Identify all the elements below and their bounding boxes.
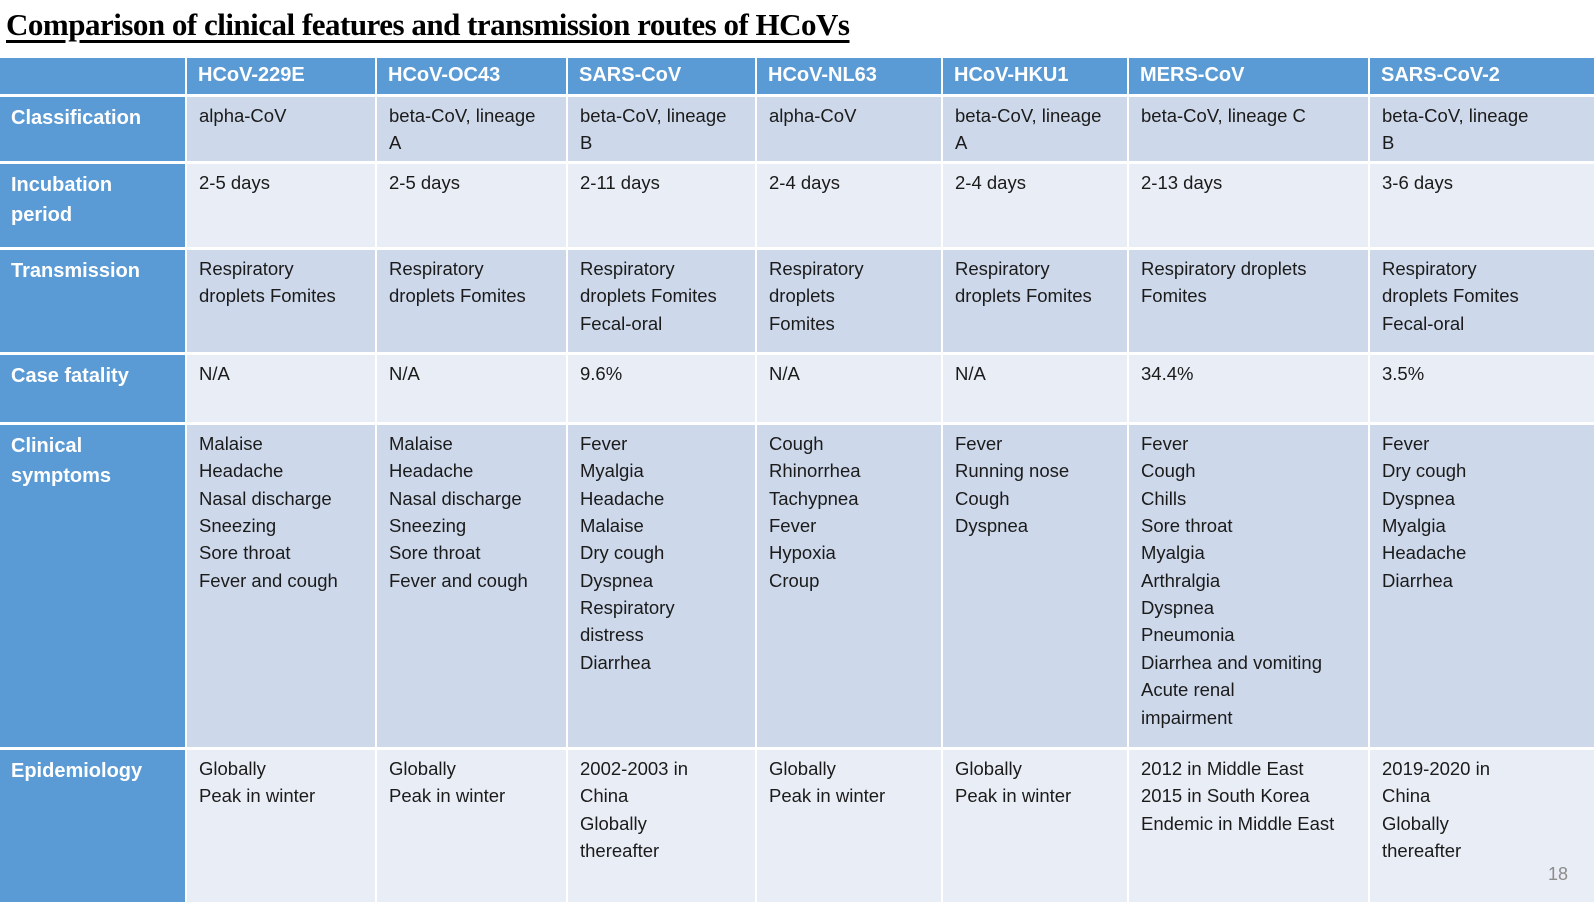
cell-epidemiology-sars-cov-2: 2019-2020 in China Globally thereafter (1370, 749, 1594, 905)
header-corner-cell (0, 58, 187, 97)
cell-classification-oc43: beta-CoV, lineage A (377, 97, 568, 164)
table-header-row: HCoV-229E HCoV-OC43 SARS-CoV HCoV-NL63 H… (0, 58, 1594, 97)
cell-fatality-nl63: N/A (757, 354, 943, 425)
row-label-epidemiology: Epidemiology (0, 749, 187, 905)
cell-epidemiology-nl63: Globally Peak in winter (757, 749, 943, 905)
cell-epidemiology-mers: 2012 in Middle East 2015 in South Korea … (1129, 749, 1370, 905)
col-header-hcov-oc43: HCoV-OC43 (377, 58, 568, 97)
cell-transmission-nl63: Respiratory droplets Fomites (757, 249, 943, 355)
cell-symptoms-oc43: Malaise Headache Nasal discharge Sneezin… (377, 424, 568, 750)
cell-transmission-229e: Respiratory droplets Fomites (187, 249, 377, 355)
slide-title: Comparison of clinical features and tran… (6, 7, 850, 42)
cell-epidemiology-hku1: Globally Peak in winter (943, 749, 1129, 905)
row-label-classification: Classification (0, 97, 187, 164)
cell-classification-mers: beta-CoV, lineage C (1129, 97, 1370, 164)
cell-incubation-oc43: 2-5 days (377, 163, 568, 250)
hcov-comparison-table: HCoV-229E HCoV-OC43 SARS-CoV HCoV-NL63 H… (0, 58, 1594, 905)
cell-transmission-hku1: Respiratory droplets Fomites (943, 249, 1129, 355)
col-header-mers-cov: MERS-CoV (1129, 58, 1370, 97)
cell-incubation-hku1: 2-4 days (943, 163, 1129, 250)
cell-fatality-sars-cov-2: 3.5% (1370, 354, 1594, 425)
cell-classification-229e: alpha-CoV (187, 97, 377, 164)
cell-fatality-229e: N/A (187, 354, 377, 425)
cell-symptoms-229e: Malaise Headache Nasal discharge Sneezin… (187, 424, 377, 750)
row-label-case-fatality: Case fatality (0, 354, 187, 425)
col-header-hcov-nl63: HCoV-NL63 (757, 58, 943, 97)
row-label-clinical-symptoms: Clinical symptoms (0, 424, 187, 750)
cell-incubation-nl63: 2-4 days (757, 163, 943, 250)
cell-transmission-sars-cov: Respiratory droplets Fomites Fecal-oral (568, 249, 757, 355)
cell-incubation-mers: 2-13 days (1129, 163, 1370, 250)
cell-fatality-oc43: N/A (377, 354, 568, 425)
table-row-incubation-period: Incubation period 2-5 days 2-5 days 2-11… (0, 163, 1594, 250)
cell-transmission-sars-cov-2: Respiratory droplets Fomites Fecal-oral (1370, 249, 1594, 355)
cell-transmission-oc43: Respiratory droplets Fomites (377, 249, 568, 355)
cell-epidemiology-229e: Globally Peak in winter (187, 749, 377, 905)
cell-fatality-sars-cov: 9.6% (568, 354, 757, 425)
col-header-hcov-229e: HCoV-229E (187, 58, 377, 97)
cell-epidemiology-oc43: Globally Peak in winter (377, 749, 568, 905)
col-header-sars-cov-2: SARS-CoV-2 (1370, 58, 1594, 97)
table-row-clinical-symptoms: Clinical symptoms Malaise Headache Nasal… (0, 424, 1594, 750)
table-row-transmission: Transmission Respiratory droplets Fomite… (0, 249, 1594, 355)
col-header-sars-cov: SARS-CoV (568, 58, 757, 97)
cell-classification-nl63: alpha-CoV (757, 97, 943, 164)
cell-incubation-229e: 2-5 days (187, 163, 377, 250)
table-row-classification: Classification alpha-CoV beta-CoV, linea… (0, 97, 1594, 164)
cell-classification-sars-cov-2: beta-CoV, lineage B (1370, 97, 1594, 164)
cell-classification-sars-cov: beta-CoV, lineage B (568, 97, 757, 164)
page-number: 18 (1547, 864, 1568, 884)
table-row-epidemiology: Epidemiology Globally Peak in winter Glo… (0, 749, 1594, 905)
cell-fatality-mers: 34.4% (1129, 354, 1370, 425)
cell-symptoms-sars-cov: Fever Myalgia Headache Malaise Dry cough… (568, 424, 757, 750)
cell-symptoms-sars-cov-2: Fever Dry cough Dyspnea Myalgia Headache… (1370, 424, 1594, 750)
cell-symptoms-mers: Fever Cough Chills Sore throat Myalgia A… (1129, 424, 1370, 750)
cell-incubation-sars-cov-2: 3-6 days (1370, 163, 1594, 250)
cell-classification-hku1: beta-CoV, lineage A (943, 97, 1129, 164)
cell-fatality-hku1: N/A (943, 354, 1129, 425)
cell-incubation-sars-cov: 2-11 days (568, 163, 757, 250)
cell-epidemiology-sars-cov: 2002-2003 in China Globally thereafter (568, 749, 757, 905)
cell-symptoms-nl63: Cough Rhinorrhea Tachypnea Fever Hypoxia… (757, 424, 943, 750)
cell-symptoms-hku1: Fever Running nose Cough Dyspnea (943, 424, 1129, 750)
col-header-hcov-hku1: HCoV-HKU1 (943, 58, 1129, 97)
cell-transmission-mers: Respiratory droplets Fomites (1129, 249, 1370, 355)
row-label-incubation-period: Incubation period (0, 163, 187, 250)
row-label-transmission: Transmission (0, 249, 187, 355)
table-row-case-fatality: Case fatality N/A N/A 9.6% N/A N/A 34.4%… (0, 354, 1594, 425)
